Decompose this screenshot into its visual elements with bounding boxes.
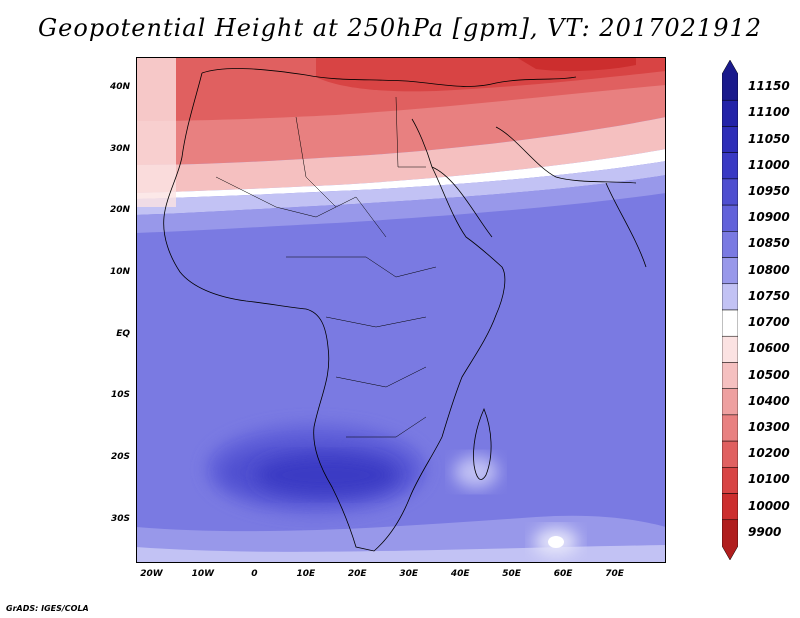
- colorbar-swatch: [722, 126, 738, 153]
- lat-tick-label: EQ: [116, 328, 130, 339]
- colorbar-level-label: 10900: [748, 210, 790, 225]
- colorbar-swatch: [722, 335, 738, 363]
- colorbar-swatch: [722, 152, 738, 180]
- lon-tick-label: 0: [251, 569, 258, 579]
- colorbar-level-label: 10950: [748, 184, 790, 198]
- lon-tick-label: 70E: [605, 569, 624, 579]
- colorbar-swatch: [722, 204, 738, 232]
- colorbar-swatch: [722, 178, 738, 206]
- colorbar-swatch: [722, 414, 738, 442]
- lat-tick-label: 40N: [109, 81, 130, 92]
- lat-tick-label: 20S: [110, 452, 130, 463]
- colorbar-swatch: [722, 519, 738, 560]
- colorbar-level-label: 10750: [748, 288, 790, 303]
- colorbar-swatch: [722, 231, 738, 258]
- lat-tick-label: 20N: [109, 205, 130, 216]
- colorbar-level-label: 10800: [748, 262, 790, 277]
- colorbar-swatch: [722, 309, 738, 337]
- lon-tick-label: 50E: [502, 569, 521, 579]
- colorbar-level-label: 10300: [748, 420, 790, 434]
- colorbar-level-label: 10600: [748, 341, 790, 356]
- colorbar-level-label: 11000: [748, 157, 790, 172]
- geopotential-map: [136, 57, 666, 563]
- borders: [215, 96, 437, 438]
- colorbar-swatch: [722, 60, 738, 101]
- colorbar-swatch: [722, 283, 738, 311]
- colorbar-swatch: [722, 257, 738, 285]
- colorbar-level-label: 10850: [748, 236, 790, 251]
- colorbar-swatch: [722, 388, 738, 416]
- colorbar-level-label: 10500: [748, 367, 790, 382]
- footer-credit: GrADS: IGES/COLA: [6, 604, 89, 613]
- coastlines: [163, 68, 647, 552]
- lat-tick-label: 10N: [109, 266, 130, 277]
- lon-tick-label: 10W: [191, 569, 215, 579]
- map-frame: [136, 57, 666, 563]
- colorbar-level-label: 10200: [748, 446, 790, 461]
- lon-tick-label: 10E: [296, 569, 316, 579]
- colorbar-level-label: 11100: [748, 105, 790, 120]
- colorbar-swatch: [722, 493, 738, 521]
- lon-tick-label: 20W: [140, 569, 163, 579]
- colorbar-level-label: 9900: [748, 524, 782, 539]
- colorbar-level-label: 10400: [748, 393, 790, 408]
- height-field: [136, 57, 666, 563]
- colorbar: [722, 60, 738, 560]
- lon-tick-label: 40E: [450, 569, 470, 579]
- map-title: Geopotential Height at 250hPa [gpm], VT:…: [38, 14, 762, 42]
- lon-tick-label: 60E: [553, 569, 573, 579]
- colorbar-swatch: [722, 99, 738, 127]
- colorbar-swatch: [722, 362, 738, 389]
- colorbar-swatch: [722, 467, 738, 494]
- colorbar-level-label: 11050: [748, 131, 790, 146]
- colorbar-level-label: 10100: [748, 472, 790, 487]
- lon-tick-label: 30E: [399, 569, 419, 579]
- lat-tick-label: 30S: [110, 513, 130, 524]
- lat-tick-label: 30N: [109, 143, 130, 154]
- colorbar-level-label: 10000: [748, 498, 790, 513]
- colorbar-level-label: 11150: [748, 79, 790, 94]
- colorbar-level-label: 10700: [748, 315, 790, 330]
- lat-tick-label: 10S: [110, 390, 130, 401]
- colorbar-swatch: [722, 440, 738, 468]
- lon-tick-label: 20E: [347, 569, 367, 579]
